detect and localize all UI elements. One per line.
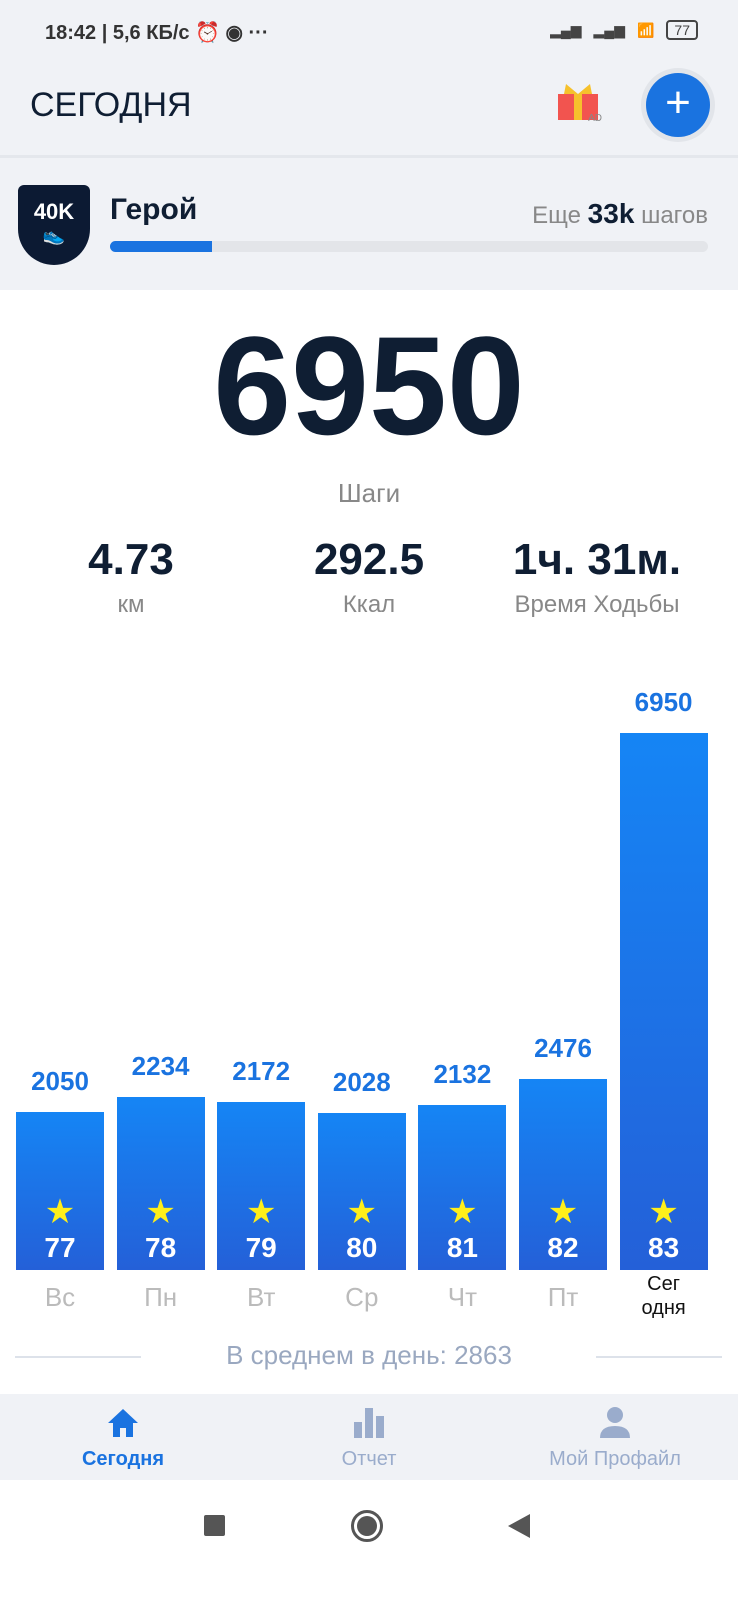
chart-bar[interactable]: ★ 81 — [418, 1105, 507, 1270]
wifi-icon: 📶 — [636, 21, 655, 38]
star-icon: ★ — [346, 1192, 378, 1231]
bottom-nav: Сегодня Отчет Мой Профайл — [0, 1394, 738, 1482]
chart-bar[interactable]: ★ 82 — [519, 1078, 607, 1270]
remaining-steps: Еще 33k шагов — [532, 198, 708, 229]
bar-value-label: 6950 — [634, 687, 693, 717]
today-steps: 6950 — [213, 307, 525, 464]
bar-value-label: 2028 — [332, 1067, 391, 1098]
bar-chart-icon — [354, 1408, 384, 1438]
level-name: Герой — [110, 193, 198, 226]
tab-today[interactable]: Сегодня — [0, 1394, 246, 1471]
bar-badge-number: 78 — [145, 1231, 177, 1263]
steps-label: Шаги — [337, 478, 401, 508]
divider — [0, 155, 738, 158]
bar-badge-number: 82 — [547, 1231, 579, 1263]
stat-distance: 4.73 км — [88, 535, 174, 618]
recent-apps-button[interactable] — [204, 1515, 225, 1536]
star-icon: ★ — [145, 1192, 176, 1231]
status-bar-right: ▂▄▆ ▂▄▆ 📶 77 — [550, 20, 698, 40]
day-label: Ср — [345, 1282, 379, 1312]
bar-badge-number: 80 — [346, 1231, 378, 1263]
system-nav-bar — [0, 1480, 738, 1599]
chart-bar[interactable]: ★ 79 — [217, 1102, 306, 1270]
bar-badge-number: 77 — [44, 1231, 76, 1263]
shoe-icon: 👟 — [42, 225, 66, 245]
stat-calories: 292.5 Ккал — [313, 535, 425, 618]
daily-average: В среднем в день: 2863 — [226, 1340, 512, 1370]
day-label: Пн — [144, 1282, 178, 1312]
day-label: Пт — [547, 1282, 579, 1312]
stat-walk-time: 1ч. 31м. Время Ходьбы — [512, 535, 682, 618]
signal-icon: ▂▄▆ — [593, 21, 625, 38]
tab-report[interactable]: Отчет — [246, 1394, 492, 1471]
bar-value-label: 2476 — [534, 1032, 592, 1063]
chart-bar[interactable]: ★ 78 — [116, 1097, 205, 1270]
chart-bar[interactable]: ★ 77 — [16, 1111, 104, 1270]
bar-value-label: 2132 — [433, 1059, 492, 1090]
back-button[interactable] — [508, 1514, 530, 1538]
star-icon: ★ — [547, 1192, 579, 1231]
day-label: Сег одня — [641, 1273, 686, 1319]
divider — [596, 1356, 722, 1358]
battery-icon: 77 — [666, 20, 698, 40]
divider — [15, 1356, 141, 1358]
bar-value-label: 2050 — [31, 1065, 89, 1096]
signal-icon: ▂▄▆ — [550, 21, 582, 38]
tab-profile[interactable]: Мой Профайл — [492, 1394, 738, 1471]
star-icon: ★ — [648, 1193, 679, 1231]
bar-value-label: 2172 — [232, 1056, 291, 1087]
gift-icon — [558, 84, 598, 120]
day-label: Вс — [44, 1282, 76, 1312]
bar-value-label: 2234 — [131, 1051, 190, 1082]
day-label: Чт — [447, 1282, 478, 1312]
day-label: Вт — [246, 1282, 276, 1312]
chart-bar[interactable]: ★ 83 — [619, 733, 708, 1270]
level-badge: 40K 👟 — [18, 185, 90, 265]
chart-bar[interactable]: ★ 80 — [317, 1113, 406, 1270]
bar-badge-number: 79 — [245, 1231, 277, 1263]
home-button[interactable] — [351, 1510, 383, 1542]
bar-badge-number: 83 — [648, 1232, 680, 1263]
home-icon — [108, 1409, 138, 1437]
gift-ad-button[interactable]: AD — [556, 82, 602, 124]
page-title: СЕГОДНЯ — [30, 86, 192, 124]
star-icon: ★ — [245, 1192, 277, 1231]
star-icon: ★ — [44, 1192, 76, 1231]
bar-badge-number: 81 — [446, 1231, 478, 1263]
person-icon — [600, 1407, 630, 1438]
add-button[interactable]: + — [646, 73, 710, 137]
status-bar-left: 18:42 | 5,6 КБ/с ⏰ ◉ ··· — [45, 22, 269, 44]
level-progress-bar — [110, 241, 708, 252]
star-icon: ★ — [447, 1192, 478, 1231]
